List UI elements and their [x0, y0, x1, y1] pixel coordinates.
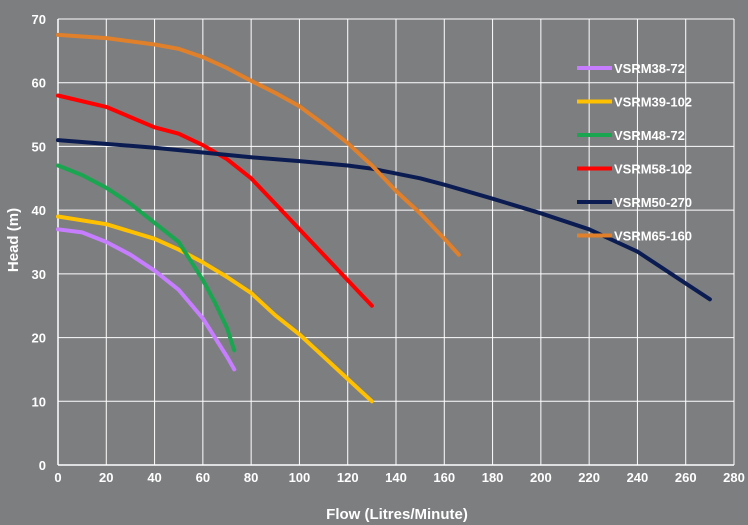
y-tick-label: 30	[32, 267, 46, 282]
axes	[57, 19, 734, 466]
series-lines	[56, 32, 712, 404]
legend-label: VSRM50-270	[614, 195, 692, 210]
y-tick-label: 40	[32, 203, 46, 218]
x-axis-title: Flow (Litres/Minute)	[326, 506, 468, 523]
series-line-vsrm48-72	[56, 163, 237, 353]
x-tick-label: 280	[723, 470, 745, 485]
y-tick-label: 0	[39, 458, 46, 473]
x-tick-label: 180	[482, 470, 504, 485]
legend: VSRM38-72 VSRM39-102 VSRM48-72 VSRM58-102 VS…	[577, 61, 692, 244]
x-tick-label: 60	[196, 470, 210, 485]
x-tick-label: 40	[147, 470, 161, 485]
legend-label: VSRM38-72	[614, 61, 685, 76]
y-tick-label: 50	[32, 139, 46, 154]
x-tick-label: 120	[337, 470, 359, 485]
x-tick-labels: 0 20 40 60 80 100 120 140 160 180 200 220 240 260 280	[54, 470, 744, 485]
series-line-vsrm65-160	[56, 32, 461, 257]
x-tick-label: 160	[433, 470, 455, 485]
y-tick-labels: 0 10 20 30 40 50 60 70	[32, 12, 46, 473]
x-tick-label: 240	[627, 470, 649, 485]
series-line-vsrm39-102	[56, 214, 374, 404]
x-tick-label: 260	[675, 470, 697, 485]
x-tick-label: 100	[289, 470, 311, 485]
grid-lines	[58, 18, 735, 465]
x-tick-label: 220	[578, 470, 600, 485]
series-line-vsrm38-72	[56, 227, 237, 372]
y-tick-label: 60	[32, 76, 46, 91]
x-tick-label: 140	[385, 470, 407, 485]
legend-label: VSRM48-72	[614, 128, 685, 143]
x-tick-label: 0	[54, 470, 61, 485]
y-tick-label: 10	[32, 394, 46, 409]
y-tick-label: 20	[32, 331, 46, 346]
legend-label: VSRM39-102	[614, 95, 692, 110]
series-line-vsrm50-270	[56, 138, 712, 302]
series-line-vsrm58-102	[56, 93, 374, 308]
legend-label: VSRM58-102	[614, 162, 692, 177]
y-axis-title: Head (m)	[5, 208, 22, 272]
x-tick-label: 20	[99, 470, 113, 485]
x-tick-label: 80	[244, 470, 258, 485]
legend-label: VSRM65-160	[614, 229, 692, 244]
x-tick-label: 200	[530, 470, 552, 485]
y-tick-label: 70	[32, 12, 46, 27]
